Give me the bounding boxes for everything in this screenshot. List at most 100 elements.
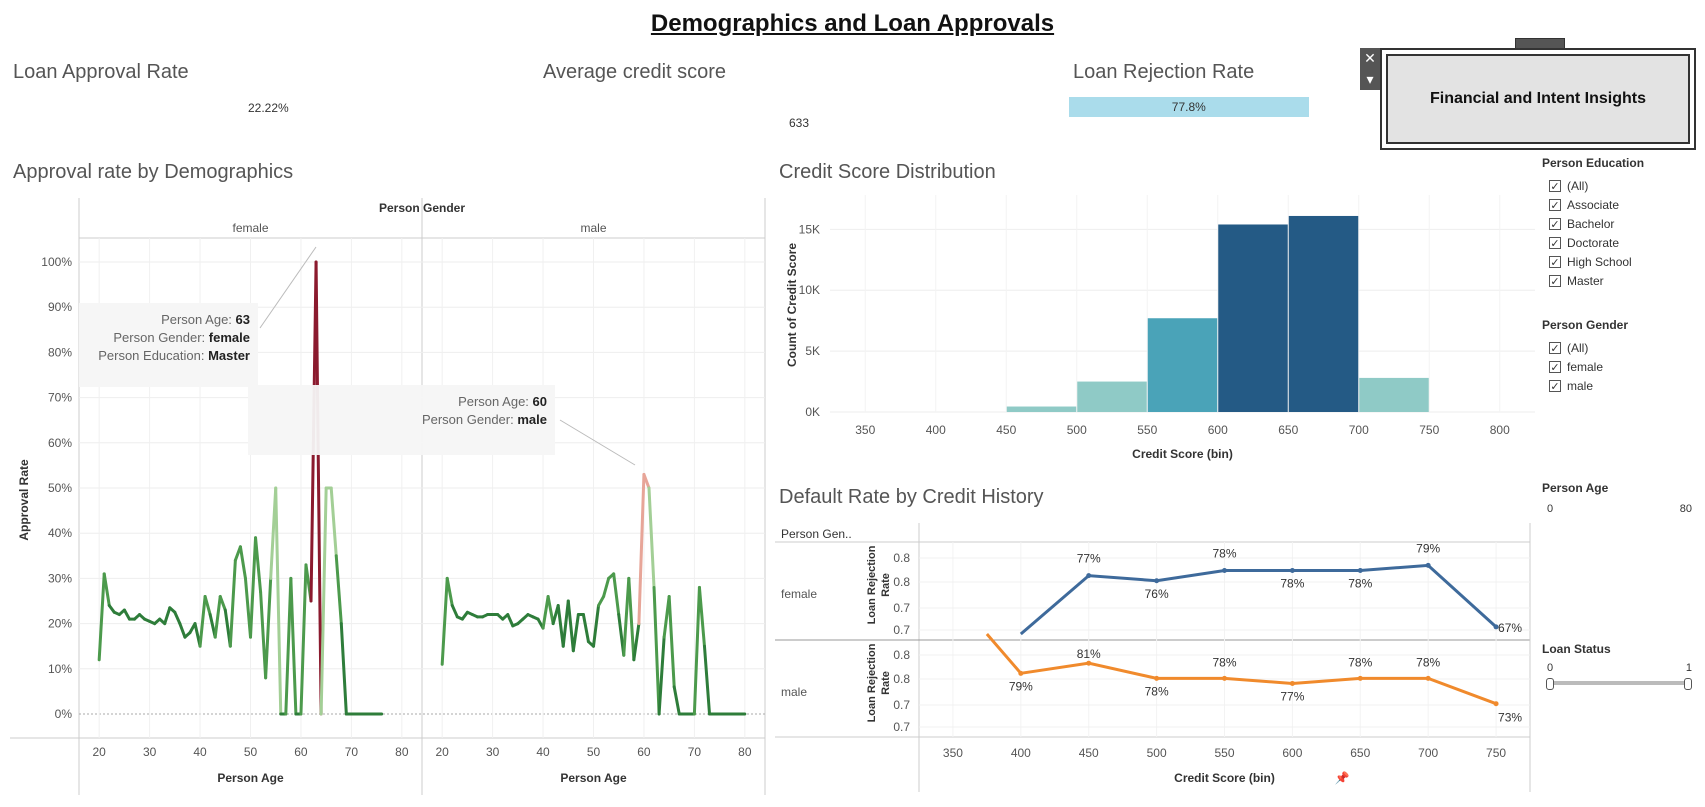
series-segment-male xyxy=(702,644,712,716)
education-option[interactable]: ✓ Bachelor xyxy=(1549,214,1702,233)
data-label: 76% xyxy=(1145,587,1169,601)
series-segment-female xyxy=(97,572,106,662)
data-label: 77% xyxy=(1280,689,1304,703)
x-tick-label: 500 xyxy=(1147,746,1167,760)
x-tick-label: 40 xyxy=(193,745,207,759)
financial-insights-button[interactable]: Financial and Intent Insights xyxy=(1380,48,1696,150)
series-point-female xyxy=(1086,573,1092,579)
education-option-label: (All) xyxy=(1567,178,1589,193)
series-point-male xyxy=(1493,701,1499,707)
x-tick-label: 500 xyxy=(1067,423,1087,437)
series-point-female xyxy=(1289,568,1295,573)
data-label: 78% xyxy=(1212,655,1236,669)
kpi-credit-value: 633 xyxy=(789,116,810,130)
data-label: 73% xyxy=(1498,711,1522,725)
checkbox[interactable]: ✓ xyxy=(1549,341,1561,355)
loan-status-min: 0 xyxy=(1547,662,1554,674)
series-segment-female xyxy=(314,260,323,716)
education-option[interactable]: ✓ High School xyxy=(1549,252,1702,271)
series-point-male xyxy=(1018,670,1024,676)
series-point-female xyxy=(1154,578,1160,584)
tooltip-gender-value: female xyxy=(208,330,250,345)
education-option[interactable]: ✓ Master xyxy=(1549,271,1702,290)
x-tick-label: 70 xyxy=(688,745,702,759)
data-label: 78% xyxy=(1280,577,1304,591)
x-axis-title: Person Age xyxy=(560,771,627,785)
gender-option-label: female xyxy=(1567,359,1604,374)
series-segment-male xyxy=(450,604,459,619)
loan-status-max: 1 xyxy=(1685,662,1692,674)
education-option[interactable]: ✓ Associate xyxy=(1549,195,1702,214)
dashboard-title: Demographics and Loan Approvals xyxy=(650,10,1055,37)
x-tick-label: 30 xyxy=(486,745,500,759)
y-tick-label: 0K xyxy=(805,405,820,419)
series-segment-female xyxy=(198,594,207,648)
tooltip-age-label: Person Age: xyxy=(458,394,529,409)
series-segment-male xyxy=(445,576,454,608)
loan-status-slider-min-handle[interactable] xyxy=(1546,678,1554,690)
series-point-female xyxy=(1357,568,1363,573)
series-segment-male xyxy=(652,585,661,716)
series-segment-female xyxy=(238,545,247,580)
tooltip-age-value: 60 xyxy=(532,394,547,409)
x-tick-label: 50 xyxy=(587,745,601,759)
y-tick-label: 90% xyxy=(48,300,72,314)
checkbox[interactable]: ✓ xyxy=(1549,379,1561,393)
approval-demographics-title: Approval rate by Demographics xyxy=(13,161,294,183)
checkbox[interactable]: ✓ xyxy=(1549,236,1561,250)
y-tick-label: 0.8 xyxy=(893,672,910,686)
series-segment-male xyxy=(556,604,565,648)
series-line-female xyxy=(1019,563,1498,636)
gender-option[interactable]: ✓ male xyxy=(1549,376,1702,395)
x-tick-label: 550 xyxy=(1214,746,1234,760)
checkbox[interactable]: ✓ xyxy=(1549,198,1561,212)
x-tick-label: 450 xyxy=(1079,746,1099,760)
checkbox[interactable]: ✓ xyxy=(1549,217,1561,231)
y-tick-label: 30% xyxy=(48,571,72,585)
kpi-rejection-bar: 77.8% xyxy=(1069,97,1309,117)
loan-status-slider-max-handle[interactable] xyxy=(1684,678,1692,690)
series-point-male xyxy=(1357,675,1363,681)
series-segment-male xyxy=(506,613,515,628)
series-segment-male xyxy=(592,604,601,648)
checkbox[interactable]: ✓ xyxy=(1549,274,1561,288)
y-tick-label: 100% xyxy=(41,255,72,269)
education-option[interactable]: ✓ Doctorate xyxy=(1549,233,1702,252)
row-label-female: female xyxy=(781,587,817,601)
x-tick-label: 600 xyxy=(1208,423,1228,437)
series-segment-male xyxy=(622,576,631,657)
series-segment-female xyxy=(259,590,268,680)
series-segment-male xyxy=(642,472,651,490)
series-point-female xyxy=(1222,568,1227,573)
loan-status-slider-track[interactable] xyxy=(1550,681,1689,685)
y-tick-label: 0.7 xyxy=(893,623,910,637)
close-icon[interactable]: ✕ xyxy=(1360,48,1380,69)
gender-option[interactable]: ✓ (All) xyxy=(1549,338,1702,357)
checkbox[interactable]: ✓ xyxy=(1549,179,1561,193)
y-tick-label: 0.7 xyxy=(893,720,910,734)
series-segment-male xyxy=(571,613,580,653)
data-label: 67% xyxy=(1498,621,1522,635)
series-segment-male xyxy=(672,685,681,716)
data-label: 77% xyxy=(1077,552,1101,566)
series-segment-female xyxy=(249,536,258,639)
x-tick-label: 750 xyxy=(1486,746,1506,760)
credit-distribution-title: Credit Score Distribution xyxy=(779,161,996,183)
default-rate-chart: Person Gen.. 350 400 450 500 550 600 650 700 750 C… xyxy=(775,523,1531,792)
chevron-down-icon[interactable]: ▾ xyxy=(1360,69,1380,90)
series-segment-male xyxy=(632,622,641,662)
x-tick-label: 400 xyxy=(1011,746,1031,760)
education-option-label: High School xyxy=(1567,254,1632,269)
age-filter: Person Age 0 80 xyxy=(1542,481,1692,521)
checkbox[interactable]: ✓ xyxy=(1549,360,1561,374)
chart-header: Person Gender xyxy=(379,201,465,215)
series-segment-male xyxy=(657,635,666,716)
y-axis-title: Rate xyxy=(880,671,892,695)
y-axis-title: Rate xyxy=(880,573,892,597)
gender-option[interactable]: ✓ female xyxy=(1549,357,1702,376)
checkbox[interactable]: ✓ xyxy=(1549,255,1561,269)
x-tick-label: 600 xyxy=(1282,746,1302,760)
education-option[interactable]: ✓ (All) xyxy=(1549,176,1702,195)
y-tick-label: 10% xyxy=(48,662,72,676)
tooltip-leader xyxy=(559,419,636,466)
